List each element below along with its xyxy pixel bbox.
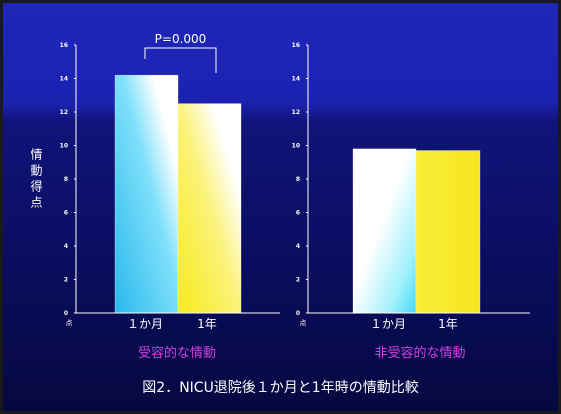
y-tick-label-1: 14 <box>60 76 68 83</box>
bar-1-2 <box>177 103 242 314</box>
y-tick-label-2: 2 <box>296 277 300 284</box>
significance-bracket <box>144 47 217 73</box>
y-tick-label-2: 16 <box>292 42 300 49</box>
y-tick-label-2: 6 <box>296 210 300 217</box>
y-tick-label-1: 12 <box>60 109 68 116</box>
y-tick-label-1: 0 <box>64 310 68 317</box>
bar-2-2 <box>415 150 481 314</box>
unit-label-2: 点 <box>300 319 307 327</box>
y-tick-label-1: 16 <box>60 42 68 49</box>
category-label-1-2: 1年 <box>197 317 217 331</box>
y-tick-label-2: 4 <box>296 243 300 250</box>
unit-label-1: 点 <box>66 319 73 327</box>
category-label-1-1: １か月 <box>127 317 163 331</box>
category-label-2-1: １か月 <box>370 317 406 331</box>
y-tick-label-1: 8 <box>64 176 68 183</box>
y-tick-label-1: 10 <box>60 143 68 150</box>
bar-2-1 <box>352 148 417 314</box>
y-tick-label-2: 10 <box>292 143 300 150</box>
bar-1-1 <box>114 74 179 314</box>
y-tick-label-1: 2 <box>64 277 68 284</box>
y-axis-label: 情動得点 <box>29 148 43 212</box>
y-tick-label-2: 0 <box>296 310 300 317</box>
p-value-annotation: P=0.000 <box>155 32 207 46</box>
y-tick-label-2: 14 <box>292 76 300 83</box>
group-title-1: 受容的な情動 <box>138 345 216 361</box>
figure-caption: 図2．NICU退院後１か月と1年時の情動比較 <box>142 380 419 396</box>
y-tick-label-1: 4 <box>64 243 68 250</box>
category-label-2-2: 1年 <box>438 317 458 331</box>
y-tick-label-2: 8 <box>296 176 300 183</box>
group-title-2: 非受容的な情動 <box>374 345 465 361</box>
y-tick-label-1: 6 <box>64 210 68 217</box>
y-tick-label-2: 12 <box>292 109 300 116</box>
